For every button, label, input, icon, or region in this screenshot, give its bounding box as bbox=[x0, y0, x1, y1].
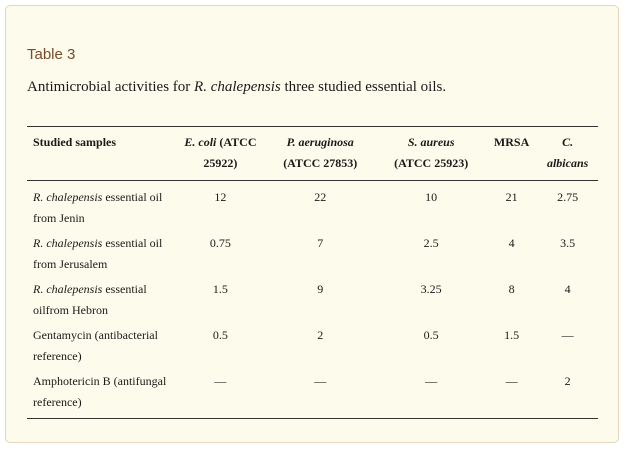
table-caption: Antimicrobial activities for R. chalepen… bbox=[27, 79, 446, 96]
value-cell: 0.75 bbox=[209, 236, 231, 250]
value-cell: — bbox=[214, 374, 227, 388]
value-cell: 2.5 bbox=[423, 236, 439, 250]
table-header: Studied samples E. coli (ATCC 25922) P. a… bbox=[27, 126, 598, 181]
value-cell: — bbox=[314, 374, 327, 388]
table-row: R. chalepensis essential oil from Jenin … bbox=[27, 181, 598, 232]
value-cell: 0.5 bbox=[423, 328, 439, 342]
table-row: R. chalepensis essential oil from Jerusa… bbox=[27, 231, 598, 277]
table-row: Gentamycin (antibacterial reference) 0.5… bbox=[27, 323, 598, 369]
col-header-ecoli: E. coli (ATCC 25922) bbox=[184, 135, 257, 170]
value-cell: 1.5 bbox=[212, 282, 228, 296]
value-cell: 8 bbox=[508, 282, 515, 296]
value-cell: 7 bbox=[317, 236, 324, 250]
value-cell: 1.5 bbox=[504, 328, 520, 342]
caption-prefix: Antimicrobial activities for bbox=[27, 79, 195, 95]
sample-cell: R. chalepensis essential oil from Jenin bbox=[33, 190, 163, 225]
table-body: R. chalepensis essential oil from Jenin … bbox=[27, 181, 598, 419]
value-cell: 3.5 bbox=[560, 236, 576, 250]
value-cell: 9 bbox=[317, 282, 324, 296]
table-label: Table 3 bbox=[27, 46, 76, 63]
header-row: Studied samples E. coli (ATCC 25922) P. a… bbox=[27, 126, 598, 181]
value-cell: 2 bbox=[564, 374, 571, 388]
value-cell: — bbox=[505, 374, 518, 388]
antimicrobial-table: Studied samples E. coli (ATCC 25922) P. a… bbox=[27, 126, 598, 419]
table-row: R. chalepensis essential oilfrom Hebron … bbox=[27, 277, 598, 323]
sample-cell: Gentamycin (antibacterial reference) bbox=[33, 328, 158, 363]
sample-cell: R. chalepensis essential oil from Jerusa… bbox=[33, 236, 163, 271]
value-cell: 2.75 bbox=[557, 190, 579, 204]
value-cell: 4 bbox=[564, 282, 571, 296]
col-header-c-albicans: C. albicans bbox=[546, 135, 589, 170]
value-cell: 21 bbox=[505, 190, 518, 204]
caption-suffix: three studied essential oils. bbox=[280, 79, 447, 95]
value-cell: — bbox=[561, 328, 574, 342]
value-cell: 3.25 bbox=[420, 282, 442, 296]
sample-cell: Amphotericin B (antifungal reference) bbox=[33, 374, 167, 409]
value-cell: 4 bbox=[508, 236, 515, 250]
col-header-mrsa: MRSA bbox=[493, 135, 530, 149]
table-row: Amphotericin B (antifungal reference) — … bbox=[27, 369, 598, 419]
table-panel: Table 3 Antimicrobial activities for R. … bbox=[5, 5, 619, 443]
value-cell: 12 bbox=[214, 190, 227, 204]
col-header-studied-samples: Studied samples bbox=[33, 135, 117, 149]
caption-species: R. chalepensis bbox=[194, 79, 281, 95]
value-cell: 22 bbox=[314, 190, 327, 204]
value-cell: 10 bbox=[425, 190, 438, 204]
col-header-p-aeruginosa: P. aeruginosa (ATCC 27853) bbox=[283, 135, 358, 170]
sample-cell: R. chalepensis essential oilfrom Hebron bbox=[33, 282, 147, 317]
value-cell: 2 bbox=[317, 328, 324, 342]
value-cell: — bbox=[425, 374, 438, 388]
col-header-s-aureus: S. aureus (ATCC 25923) bbox=[394, 135, 469, 170]
value-cell: 0.5 bbox=[212, 328, 228, 342]
